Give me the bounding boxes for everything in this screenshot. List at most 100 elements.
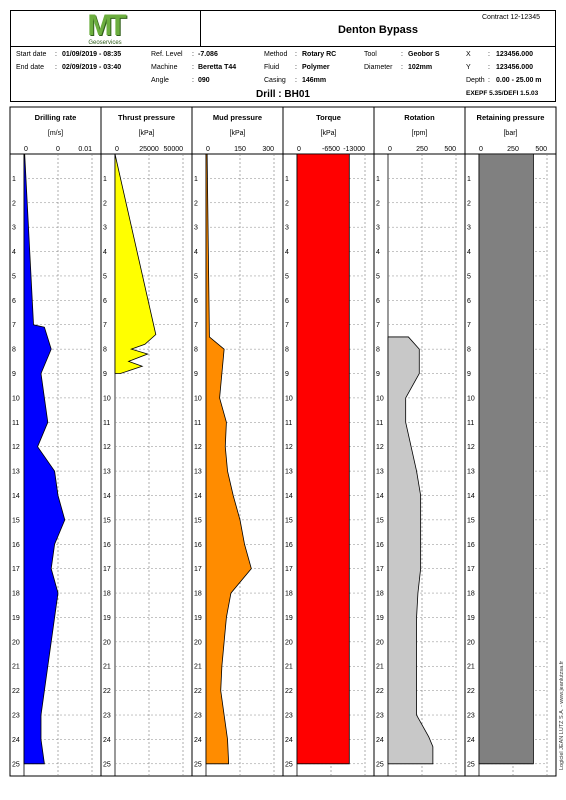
drilling-rate-depth-label: 19 <box>12 615 20 622</box>
mud-pressure-depth-label: 16 <box>194 542 202 549</box>
mud-pressure-depth-label: 13 <box>194 469 202 476</box>
torque-tick-label: -13000 <box>343 146 365 153</box>
thrust-pressure-unit: [kPa] <box>139 130 155 137</box>
document-title: Denton Bypass <box>337 24 419 36</box>
torque-depth-label: 8 <box>285 347 289 354</box>
thrust-pressure-depth-label: 5 <box>103 273 107 280</box>
drilling-rate-depth-label: 24 <box>12 737 20 744</box>
thrust-pressure-depth-label: 15 <box>103 517 111 524</box>
retaining-pressure-depth-label: 18 <box>467 591 475 598</box>
retaining-pressure-depth-label: 16 <box>467 542 475 549</box>
torque-depth-label: 19 <box>285 615 293 622</box>
thrust-pressure-area <box>114 153 157 374</box>
thrust-pressure-depth-label: 11 <box>103 420 110 427</box>
rotation-depth-label: 7 <box>376 322 380 329</box>
info-y-colon: : <box>488 64 490 71</box>
torque-depth-label: 12 <box>285 444 293 451</box>
mud-pressure-depth-label: 17 <box>194 566 202 573</box>
info-diameter-colon: : <box>401 64 403 71</box>
torque-depth-label: 21 <box>285 664 293 671</box>
retaining-pressure-depth-label: 19 <box>467 615 475 622</box>
torque-depth-label: 22 <box>285 688 293 695</box>
retaining-pressure-depth-label: 25 <box>467 761 475 768</box>
drilling-rate-depth-label: 13 <box>12 469 20 476</box>
thrust-pressure-depth-label: 10 <box>103 395 111 402</box>
torque-depth-label: 4 <box>285 249 289 256</box>
torque-depth-label: 20 <box>285 639 293 646</box>
rotation-depth-label: 6 <box>376 298 380 305</box>
torque-depth-label: 7 <box>285 322 289 329</box>
rotation-depth-label: 12 <box>376 444 384 451</box>
retaining-pressure-depth-label: 13 <box>467 469 475 476</box>
mud-pressure-depth-label: 1 <box>194 176 198 183</box>
mud-pressure-depth-label: 20 <box>194 639 202 646</box>
info-fluid-value: Polymer <box>302 64 330 71</box>
mud-pressure-depth-label: 3 <box>194 225 198 232</box>
info-angle-colon: : <box>192 77 194 84</box>
software-version: EXEPF 5.35/DEFI 1.5.03 <box>466 90 539 97</box>
info-ref-value: -7.086 <box>198 51 218 58</box>
mud-pressure-depth-label: 14 <box>194 493 202 500</box>
rotation-depth-label: 11 <box>376 420 383 427</box>
drilling-rate-depth-label: 22 <box>12 688 20 695</box>
torque-depth-label: 2 <box>285 200 289 207</box>
rotation-depth-label: 13 <box>376 469 384 476</box>
retaining-pressure-depth-label: 24 <box>467 737 475 744</box>
info-end-value: 02/09/2019 - 03:40 <box>62 64 122 71</box>
mud-pressure-depth-label: 9 <box>194 371 198 378</box>
thrust-pressure-depth-label: 2 <box>103 200 107 207</box>
rotation-depth-label: 3 <box>376 225 380 232</box>
mud-pressure-tick-label: 0 <box>206 146 210 153</box>
torque-depth-label: 11 <box>285 420 292 427</box>
retaining-pressure-area <box>478 153 534 765</box>
torque-depth-label: 1 <box>285 176 289 183</box>
mud-pressure-tick-label: 300 <box>262 146 274 153</box>
thrust-pressure-tick-label: 25000 <box>139 146 159 153</box>
footer-vertical-credit: Logiciel JEAN LUTZ S.A. - www.jeanlutzsa… <box>559 660 565 770</box>
thrust-pressure-depth-label: 25 <box>103 761 111 768</box>
retaining-pressure-depth-label: 17 <box>467 566 475 573</box>
mud-pressure-depth-label: 22 <box>194 688 202 695</box>
info-machine-value: Beretta T44 <box>198 64 237 71</box>
info-casing-label: Casing <box>264 77 286 84</box>
header-frame <box>10 10 556 102</box>
drilling-rate-depth-label: 20 <box>12 639 20 646</box>
rotation-depth-label: 17 <box>376 566 384 573</box>
info-fluid-colon: : <box>295 64 297 71</box>
mud-pressure-depth-label: 12 <box>194 444 202 451</box>
rotation-title: Rotation <box>404 113 435 122</box>
info-method-label: Method <box>264 51 288 58</box>
info-x-colon: : <box>488 51 490 58</box>
info-machine-label: Machine <box>151 64 178 71</box>
torque-depth-label: 6 <box>285 298 289 305</box>
retaining-pressure-depth-label: 4 <box>467 249 471 256</box>
drilling-rate-depth-label: 10 <box>12 395 20 402</box>
thrust-pressure-depth-label: 12 <box>103 444 111 451</box>
rotation-depth-label: 23 <box>376 713 384 720</box>
drilling-rate-title: Drilling rate <box>35 113 77 122</box>
torque-depth-label: 16 <box>285 542 293 549</box>
torque-area <box>296 153 350 765</box>
rotation-depth-label: 20 <box>376 639 384 646</box>
rotation-depth-label: 5 <box>376 273 380 280</box>
torque-tick-label: -6500 <box>322 146 340 153</box>
rotation-depth-label: 9 <box>376 371 380 378</box>
mud-pressure-depth-label: 7 <box>194 322 198 329</box>
retaining-pressure-tick-label: 250 <box>507 146 519 153</box>
info-y-value: 123456.000 <box>496 64 533 71</box>
thrust-pressure-depth-label: 20 <box>103 639 111 646</box>
rotation-depth-label: 14 <box>376 493 384 500</box>
mud-pressure-unit: [kPa] <box>230 130 246 137</box>
info-depth-label: Depth <box>466 77 485 84</box>
header-divider <box>200 10 201 46</box>
retaining-pressure-depth-label: 15 <box>467 517 475 524</box>
torque-depth-label: 10 <box>285 395 293 402</box>
thrust-pressure-tick-label: 50000 <box>164 146 184 153</box>
info-depth-colon: : <box>488 77 490 84</box>
retaining-pressure-tick-label: 0 <box>479 146 483 153</box>
rotation-tick-label: 0 <box>388 146 392 153</box>
thrust-pressure-title: Thrust pressure <box>118 113 175 122</box>
mud-pressure-depth-label: 15 <box>194 517 202 524</box>
thrust-pressure-depth-label: 8 <box>103 347 107 354</box>
